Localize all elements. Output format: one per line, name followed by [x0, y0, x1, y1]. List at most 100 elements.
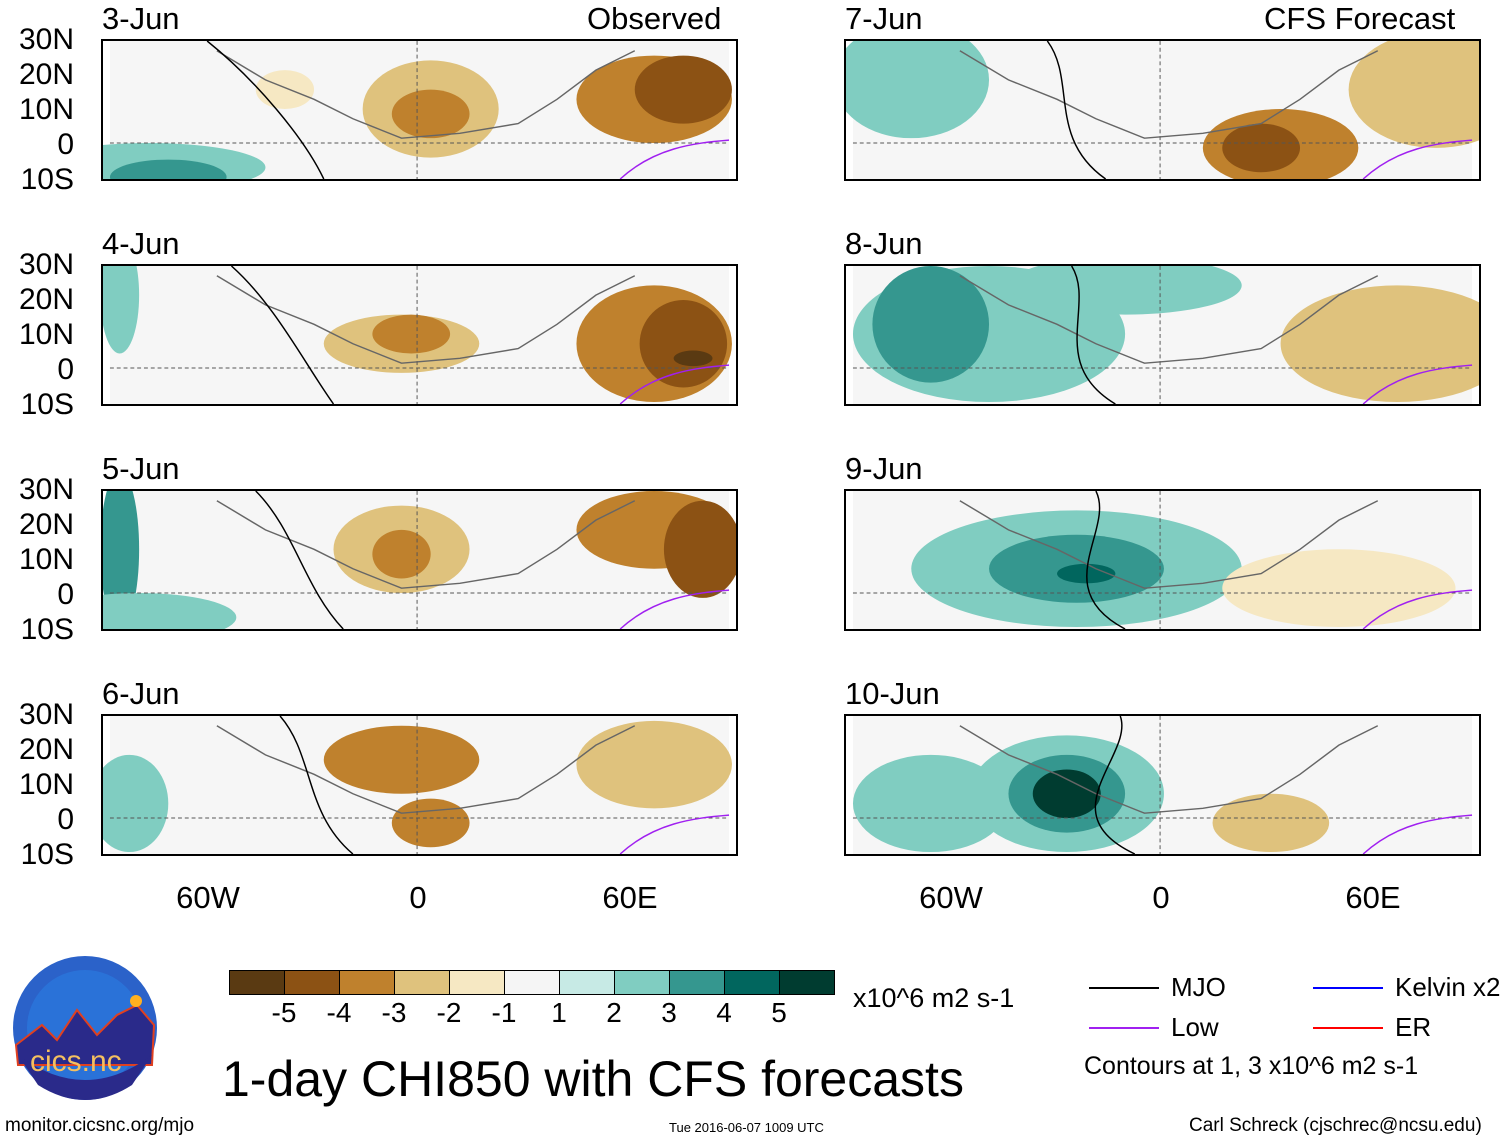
panel-date: 10-Jun — [845, 676, 940, 711]
lon-label: 0 — [409, 880, 427, 915]
figure-title: 1-day CHI850 with CFS forecasts — [222, 1051, 964, 1107]
panel-date: 6-Jun — [102, 676, 180, 711]
low-contour — [1362, 589, 1473, 629]
anomaly-region — [1222, 549, 1456, 628]
colorbar-tick: -2 — [436, 997, 462, 1028]
lat-label: 10S — [20, 838, 74, 871]
anomaly-region — [673, 350, 713, 367]
footer-author: Carl Schreck (cjschrec@ncsu.edu) — [1189, 1115, 1482, 1136]
map-panel — [101, 39, 738, 181]
panel-date: 4-Jun — [102, 226, 180, 261]
low-contour — [1362, 139, 1473, 179]
colorbar-swatch — [670, 971, 725, 994]
colorbar-tick: -5 — [271, 997, 297, 1028]
low-contour — [619, 814, 730, 854]
coastline — [216, 275, 636, 364]
lon-label: 60E — [602, 880, 658, 915]
lat-label: 10S — [20, 388, 74, 421]
mjo-contour — [1046, 41, 1107, 179]
lat-label: 10N — [18, 93, 74, 126]
cics-logo — [13, 956, 157, 1100]
colorbar-swatch — [230, 971, 285, 994]
contour-note: Contours at 1, 3 x10^6 m2 s-1 — [1084, 1052, 1419, 1080]
colorbar-swatch — [725, 971, 780, 994]
anomaly-region — [103, 593, 237, 629]
forecast-header: CFS Forecast — [1264, 1, 1456, 36]
colorbar-tick: 4 — [716, 997, 732, 1028]
mjo-contour — [1086, 491, 1126, 629]
lat-label: 20N — [18, 58, 74, 91]
lat-label: 10S — [20, 613, 74, 646]
map-panel — [844, 714, 1481, 856]
colorbar-swatch — [505, 971, 560, 994]
lat-label: 10S — [20, 163, 74, 196]
lon-label: 0 — [1152, 880, 1170, 915]
lat-label: 30N — [18, 698, 74, 731]
anomaly-region — [255, 70, 315, 110]
colorbar-units: x10^6 m2 s-1 — [853, 983, 1015, 1013]
anomaly-region — [1212, 793, 1330, 853]
observed-header: Observed — [587, 1, 722, 36]
anomaly-region — [846, 41, 990, 139]
anomaly-region — [663, 500, 736, 598]
lat-label: 30N — [18, 248, 74, 281]
legend-line-mjo — [1089, 987, 1159, 989]
anomaly-region — [1222, 123, 1301, 173]
coastline — [959, 725, 1379, 814]
colorbar-swatch — [560, 971, 615, 994]
legend-line-low — [1089, 1027, 1159, 1029]
anomaly-region — [1280, 285, 1479, 403]
lat-label: 10N — [18, 318, 74, 351]
anomaly-region — [103, 754, 169, 853]
mjo-contour — [279, 716, 354, 854]
coastline — [959, 500, 1379, 589]
colorbar-tick: 1 — [551, 997, 567, 1028]
anomaly-region — [103, 266, 140, 354]
lat-label: 0 — [57, 578, 74, 611]
colorbar-swatch — [450, 971, 505, 994]
lat-label: 0 — [57, 353, 74, 386]
lat-label: 0 — [57, 128, 74, 161]
lon-label: 60W — [176, 880, 240, 915]
map-panel — [844, 39, 1481, 181]
colorbar-swatch — [615, 971, 670, 994]
legend-label: ER — [1395, 1012, 1432, 1042]
footer-url: monitor.cicsnc.org/mjo — [5, 1115, 195, 1136]
footer-timestamp: Tue 2016-06-07 1009 UTC — [669, 1120, 824, 1135]
map-panel — [101, 264, 738, 406]
panel-date: 9-Jun — [845, 451, 923, 486]
map-panel — [844, 264, 1481, 406]
map-panel — [844, 489, 1481, 631]
anomaly-region — [576, 720, 732, 809]
colorbar-swatch — [395, 971, 450, 994]
anomaly-region — [391, 798, 470, 848]
coastline — [959, 275, 1379, 364]
mjo-contour — [1094, 716, 1136, 854]
anomaly-region — [372, 529, 431, 579]
panel-date: 5-Jun — [102, 451, 180, 486]
map-panel — [101, 489, 738, 631]
legend-label: MJO — [1171, 972, 1226, 1002]
lat-label: 30N — [18, 473, 74, 506]
lon-label: 60W — [919, 880, 983, 915]
anomaly-region — [1008, 266, 1242, 315]
colorbar-tick: 2 — [606, 997, 622, 1028]
lat-label: 30N — [18, 23, 74, 56]
mjo-contour — [206, 41, 325, 179]
panel-date: 7-Jun — [845, 1, 923, 36]
colorbar-tick: -3 — [381, 997, 407, 1028]
anomaly-region — [391, 89, 470, 139]
lat-label: 20N — [18, 508, 74, 541]
colorbar-swatch — [285, 971, 340, 994]
coastline — [959, 50, 1379, 139]
colorbar-swatch — [780, 971, 834, 994]
colorbar-tick: -1 — [491, 997, 517, 1028]
lat-label: 10N — [18, 768, 74, 801]
mjo-contour — [255, 491, 344, 629]
anomaly-region — [639, 300, 728, 388]
anomaly-region — [634, 55, 732, 124]
anomaly-region — [109, 159, 227, 179]
coastline — [216, 50, 636, 139]
colorbar-tick: 3 — [661, 997, 677, 1028]
